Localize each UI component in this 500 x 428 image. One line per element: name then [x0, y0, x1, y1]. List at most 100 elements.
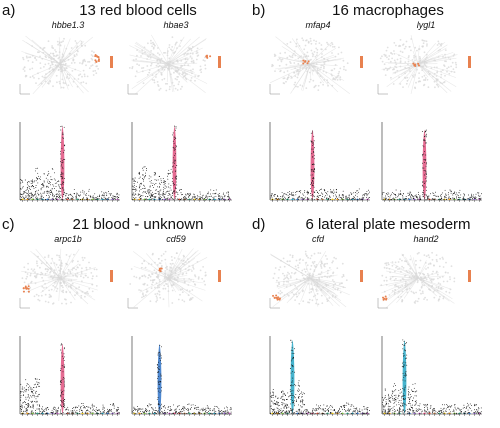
data-point: [312, 411, 314, 413]
data-point: [395, 194, 396, 196]
data-point: [286, 198, 288, 200]
data-point: [27, 187, 29, 189]
data-point: [26, 382, 28, 384]
data-point: [150, 190, 152, 192]
data-point: [157, 403, 159, 405]
data-point: [65, 193, 67, 195]
data-point: [440, 196, 442, 198]
data-point: [32, 194, 34, 196]
data-point: [43, 180, 45, 182]
umap-highlight: [272, 294, 281, 301]
data-point: [392, 399, 394, 401]
data-point: [310, 132, 312, 134]
data-point: [33, 186, 34, 188]
data-point: [402, 372, 404, 374]
data-point: [475, 197, 477, 199]
data-point: [293, 353, 295, 354]
data-point: [166, 175, 168, 177]
data-point: [448, 409, 450, 411]
data-point: [42, 197, 44, 199]
data-point: [137, 194, 139, 196]
data-point: [412, 198, 414, 199]
data-point: [314, 413, 315, 415]
violin-group: [299, 391, 306, 416]
data-point: [407, 411, 409, 412]
data-point: [284, 411, 286, 413]
data-point: [297, 382, 299, 384]
data-point: [292, 194, 294, 196]
data-point: [36, 381, 38, 383]
data-point: [31, 410, 33, 412]
data-point: [93, 408, 95, 410]
data-point: [335, 195, 337, 197]
data-point: [20, 408, 21, 410]
data-point: [320, 194, 322, 196]
data-point: [72, 196, 74, 198]
violin-group: [452, 404, 457, 416]
data-point: [176, 191, 177, 193]
data-point: [48, 173, 50, 175]
data-point: [92, 409, 94, 411]
data-point: [384, 408, 386, 410]
data-point: [292, 390, 294, 392]
data-point: [435, 195, 437, 197]
data-point: [333, 191, 335, 193]
data-point: [137, 409, 139, 411]
data-point: [47, 412, 49, 414]
data-point: [312, 179, 314, 181]
data-point: [192, 412, 193, 414]
data-point: [312, 408, 314, 409]
data-point: [175, 145, 177, 147]
data-point: [477, 194, 479, 196]
data-point: [466, 412, 468, 414]
data-point: [64, 386, 66, 388]
data-point: [164, 412, 166, 413]
data-point: [399, 408, 401, 410]
data-point: [402, 193, 404, 195]
data-point: [414, 401, 416, 403]
data-point: [291, 408, 293, 410]
data-point: [426, 411, 428, 413]
data-point: [25, 396, 27, 398]
data-point: [47, 407, 49, 409]
data-point: [287, 412, 289, 414]
data-point: [230, 408, 232, 410]
data-point: [201, 197, 203, 198]
data-point: [307, 410, 309, 412]
data-point: [319, 195, 321, 196]
data-point: [411, 194, 413, 195]
data-point: [207, 406, 209, 408]
color-scale-icon: [468, 270, 471, 282]
violin-group: [171, 404, 178, 416]
data-point: [307, 192, 309, 194]
data-point: [421, 410, 423, 412]
data-point: [424, 409, 426, 411]
data-point: [402, 196, 404, 198]
violin-group: [20, 179, 26, 202]
data-point: [57, 410, 59, 411]
data-point: [273, 410, 275, 412]
data-point: [208, 409, 210, 411]
data-point: [445, 197, 447, 199]
data-point: [76, 193, 78, 195]
data-point: [348, 196, 350, 198]
data-point: [47, 175, 48, 177]
data-point: [148, 190, 150, 192]
data-point: [391, 394, 392, 396]
data-point: [144, 185, 145, 187]
data-point: [398, 413, 400, 415]
violin-group: [19, 383, 26, 416]
data-point: [90, 408, 92, 410]
data-point: [468, 404, 470, 406]
data-point: [360, 413, 362, 415]
data-point: [33, 389, 35, 391]
data-point: [453, 409, 455, 411]
data-point: [175, 181, 177, 183]
violin-group: [24, 379, 31, 416]
data-point: [26, 193, 28, 195]
data-point: [179, 199, 181, 201]
violin-group: [396, 190, 402, 202]
data-point: [312, 169, 314, 171]
data-point: [202, 194, 204, 196]
data-point: [60, 396, 62, 398]
